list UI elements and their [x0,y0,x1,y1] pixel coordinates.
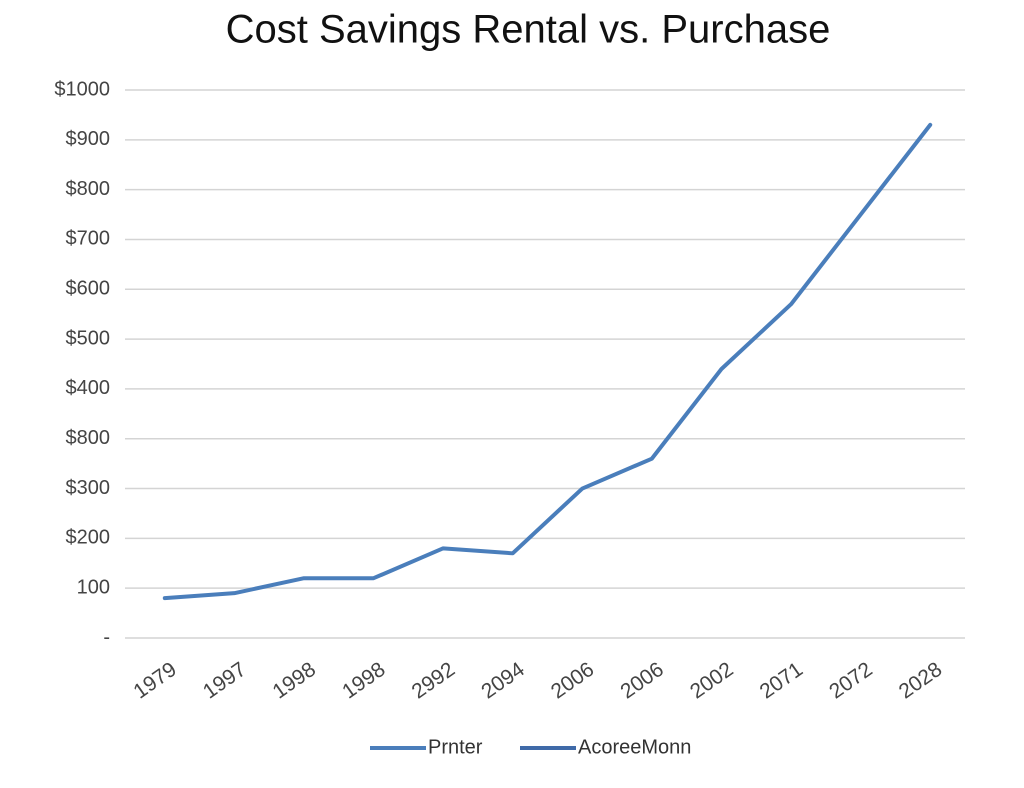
x-tick-label: 1997 [199,658,250,704]
x-tick-label: 1998 [338,658,389,704]
y-tick-label: $800 [66,427,111,449]
y-tick-label: $300 [66,477,111,499]
x-tick-label: 2992 [408,658,459,704]
x-tick-label: 2094 [477,658,529,704]
y-tick-label: $700 [66,228,111,250]
x-tick-label: 1979 [129,658,180,704]
x-tick-label: 2006 [547,658,598,704]
x-tick-label: 2028 [895,658,946,704]
x-tick-label: 2072 [825,658,876,704]
y-tick-label: $500 [66,327,111,349]
x-tick-label: 2002 [686,658,737,704]
legend-label: Prnter [428,736,483,758]
y-tick-label: $800 [66,178,111,200]
y-tick-label: - [103,626,110,648]
y-tick-label: $600 [66,278,111,300]
legend-label: AcoreeMonn [578,736,691,758]
series-line [162,122,933,601]
y-tick-label: 100 [77,576,110,598]
chart-title: Cost Savings Rental vs. Purchase [226,8,831,52]
y-tick-label: $200 [66,527,111,549]
y-tick-label: $900 [66,128,111,150]
x-tick-label: 2006 [616,658,667,704]
x-tick-label: 1998 [269,658,320,704]
x-tick-label: 2071 [756,658,807,704]
y-tick-label: $400 [66,377,111,399]
y-tick-label: $1000 [54,78,110,100]
